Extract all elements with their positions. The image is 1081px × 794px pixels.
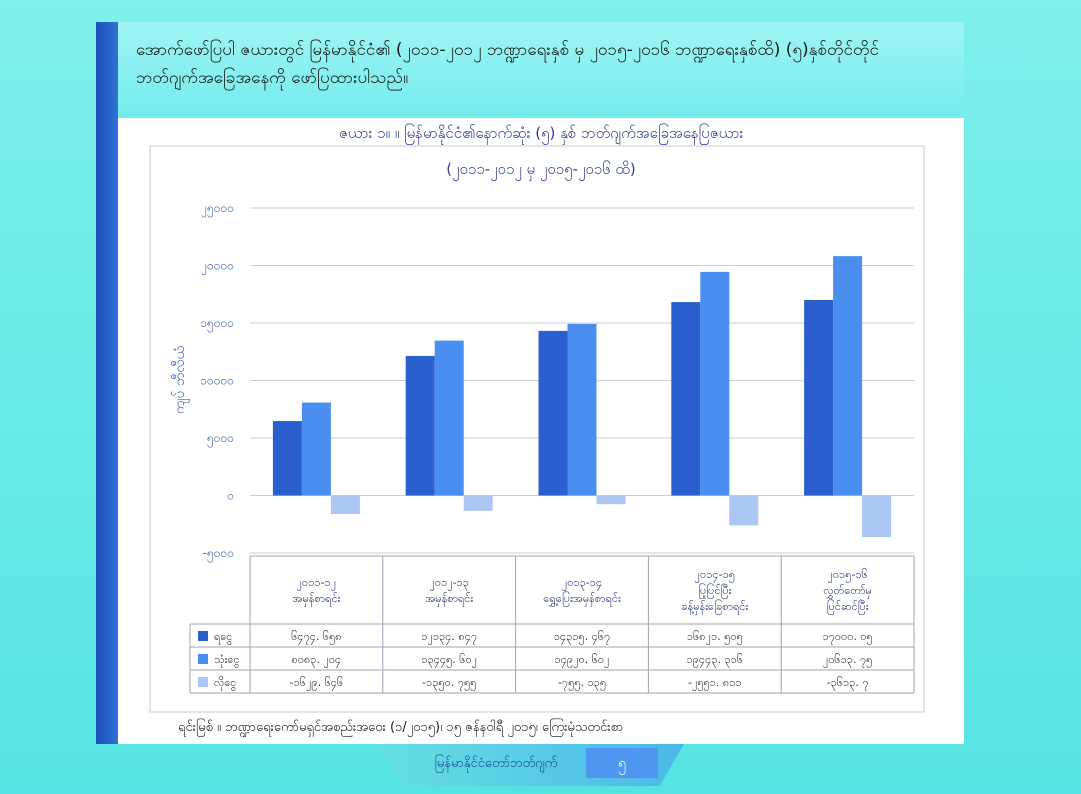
category-label: အမှန်စာရင်း	[425, 592, 473, 607]
bar	[272, 421, 302, 496]
bar	[729, 495, 759, 526]
y-tick-label: ၁၅၀၀၀	[200, 316, 234, 333]
bar	[862, 495, 892, 538]
data-label: ၆၄၇၄. ၆၅၈	[291, 630, 341, 645]
data-table: ၂၀၁၁-၁၂အမှန်စာရင်း၂၀၁၂-၁၃အမှန်စာရင်း၂၀၁၃…	[189, 555, 915, 694]
data-label: -၇၅၅. ၁၃၅	[558, 676, 606, 691]
category-label: ခန့်မှန်းခြေစာရင်း	[681, 599, 748, 615]
page-number: ၅	[586, 748, 658, 778]
bar	[700, 271, 730, 496]
data-label: -၃၆၁၃. ၇	[827, 676, 869, 691]
category-label: ၂၀၁၃-၁၄	[562, 576, 602, 591]
y-tick-label: ၂၅၀၀၀	[201, 201, 234, 218]
data-label: ၁၇၀၀၀. ၀၅	[822, 630, 872, 645]
data-label: ၁၄၉၂၀. ၆၀၂	[555, 653, 610, 668]
category-label: ပြုပြင်ပြီး	[698, 583, 731, 599]
category-label: ရွှေ့ပြေးအမှန်စာရင်း	[543, 591, 621, 607]
source-note: ရင်းမြစ် ။ ဘဏ္ဍာရေးကော်မရှင်အစည်းအဝေး (၁…	[178, 720, 624, 735]
y-axis-label: ကျပ် ဘီလီယံ	[172, 346, 190, 415]
legend-swatch	[198, 677, 208, 687]
legend-label: ရငွေ	[214, 630, 232, 645]
intro-text: အောက်ဖော်ပြပါ ဇယားတွင် မြန်မာနိုင်ငံ၏ (၂…	[136, 40, 879, 88]
left-accent-band	[96, 22, 118, 744]
category-label: ၂၀၁၄-၁၅	[695, 568, 735, 583]
data-label: ၁၆၈၂၁. ၅၀၅	[687, 630, 743, 645]
gridlines	[250, 207, 914, 554]
bar	[330, 495, 360, 514]
footer-label: မြန်မာနိုင်ငံတော်ဘတ်ဂျက်	[434, 756, 558, 771]
data-label: -၁၆၂၉. ၆၄၆	[290, 676, 344, 691]
category-label: ၂၀၁၅-၁၆	[827, 568, 867, 583]
data-label: ၁၉၄၄၃. ၃၁၆	[687, 653, 744, 668]
y-tick-label: ၅၀၀၀	[207, 431, 234, 448]
category-label: အမှန်စာရင်း	[292, 592, 340, 607]
category-label: ၂၀၁၂-၁၃	[429, 576, 469, 591]
data-label: -၁၃၅၀. ၇၅၅	[422, 676, 476, 691]
bar	[833, 256, 863, 496]
data-label: ၁၂၁၃၄. ၈၄၇	[421, 630, 477, 645]
y-tick-label: ၁၀၀၀၀	[200, 374, 234, 388]
budget-chart: ဇယား ၁။ ။ မြန်မာနိုင်ငံ၏နောက်ဆုံး (၅) နှ…	[149, 123, 925, 713]
category-label: လွှတ်တော်မှ	[823, 584, 872, 599]
chart-subtitle: (၂၀၁၁-၂၀၁၂ မှ ၂၀၁၅-၂၀၁၆ ထိ)	[446, 160, 636, 181]
category-label: ၂၀၁၁-၁၂	[297, 576, 337, 591]
y-tick-labels: -၅၀၀၀ ၀ ၅၀၀၀ ၁၀၀၀၀ ၁၅၀၀၀ ၂၀၀၀၀ ၂၅၀၀၀	[200, 201, 234, 563]
data-label: ၂၀၆၁၃. ၇၅	[823, 653, 873, 668]
bar	[434, 340, 464, 496]
data-label: ၁၄၃၁၅. ၄၆၇	[554, 630, 611, 645]
bars	[272, 256, 892, 538]
category-label: ပြင်ဆင်ပြီး	[827, 599, 869, 615]
y-tick-label: -၅၀၀၀	[203, 546, 234, 563]
y-tick-label: ၀	[227, 489, 234, 503]
legend-swatch	[198, 631, 208, 641]
bar	[596, 495, 626, 505]
y-tick-label: ၂၀၀၀၀	[201, 259, 234, 276]
chart-frame	[149, 145, 925, 713]
bar	[538, 330, 568, 496]
legend-label: သုံးငွေ	[214, 653, 240, 668]
bar	[463, 495, 493, 511]
bar	[301, 402, 331, 496]
legend-swatch	[198, 654, 208, 664]
chart-panel: ဇယား ၁။ ။ မြန်မာနိုင်ငံ၏နောက်ဆုံး (၅) နှ…	[118, 118, 964, 744]
intro-header: အောက်ဖော်ပြပါ ဇယားတွင် မြန်မာနိုင်ငံ၏ (၂…	[118, 22, 964, 118]
chart-title: ဇယား ၁။ ။ မြန်မာနိုင်ငံ၏နောက်ဆုံး (၅) နှ…	[339, 123, 744, 145]
data-label: ၁၃၄၄၅. ၆၀၂	[421, 653, 477, 668]
bar	[671, 302, 701, 496]
bar	[567, 323, 597, 496]
bar	[804, 299, 834, 496]
legend-label: လိုငွေ	[214, 676, 236, 691]
data-label: -၂၅၅၁. ၈၁၁	[688, 676, 742, 691]
bar	[405, 355, 435, 496]
data-label: ၈၀၈၃. ၂၀၄	[292, 653, 342, 668]
